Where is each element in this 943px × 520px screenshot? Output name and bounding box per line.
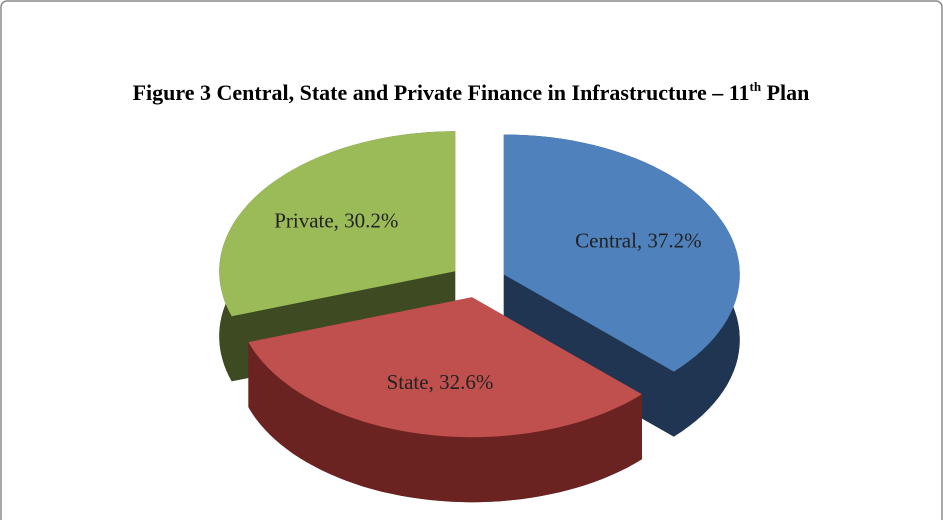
- title-end: Plan: [761, 80, 809, 105]
- slice-side: [248, 342, 642, 503]
- data-label: State, 32.6%: [387, 370, 494, 394]
- slice-top: [503, 134, 740, 372]
- data-label: Central, 37.2%: [575, 229, 702, 253]
- slice-top: [219, 131, 456, 317]
- title-main: Figure 3 Central, State and Private Fina…: [133, 80, 750, 105]
- slice-top: [248, 297, 642, 438]
- chart-title: Figure 3 Central, State and Private Fina…: [133, 79, 810, 105]
- data-label: Private, 30.2%: [274, 209, 398, 233]
- title-superscript: th: [750, 79, 762, 94]
